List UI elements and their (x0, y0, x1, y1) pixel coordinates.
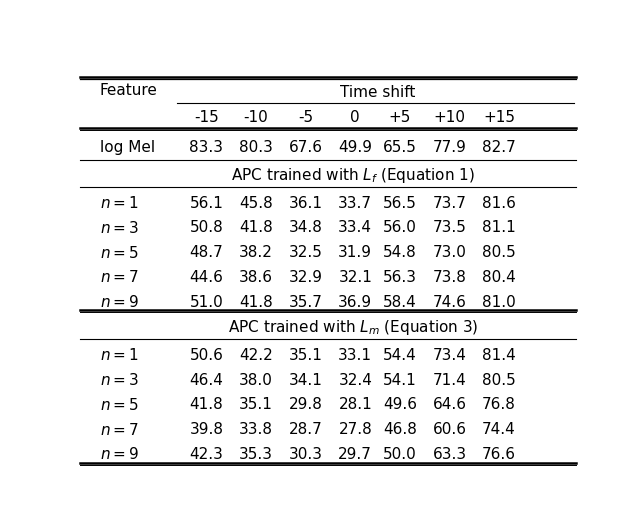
Text: 30.3: 30.3 (289, 447, 323, 462)
Text: 28.7: 28.7 (289, 422, 323, 437)
Text: 58.4: 58.4 (383, 295, 417, 309)
Text: log Mel: log Mel (100, 140, 155, 155)
Text: 60.6: 60.6 (433, 422, 467, 437)
Text: 31.9: 31.9 (339, 245, 372, 260)
Text: 29.8: 29.8 (289, 397, 323, 412)
Text: 49.9: 49.9 (339, 140, 372, 155)
Text: 46.8: 46.8 (383, 422, 417, 437)
Text: 54.1: 54.1 (383, 373, 417, 388)
Text: 50.0: 50.0 (383, 447, 417, 462)
Text: 48.7: 48.7 (189, 245, 223, 260)
Text: APC trained with $L_m$ (Equation 3): APC trained with $L_m$ (Equation 3) (228, 318, 478, 337)
Text: 36.9: 36.9 (338, 295, 372, 309)
Text: 77.9: 77.9 (433, 140, 467, 155)
Text: $n = 9$: $n = 9$ (100, 294, 139, 310)
Text: 38.0: 38.0 (239, 373, 273, 388)
Text: Feature: Feature (100, 83, 157, 99)
Text: 35.7: 35.7 (289, 295, 323, 309)
Text: 73.5: 73.5 (433, 220, 467, 235)
Text: $n = 5$: $n = 5$ (100, 244, 138, 261)
Text: 35.1: 35.1 (289, 348, 323, 363)
Text: 41.8: 41.8 (239, 220, 273, 235)
Text: 83.3: 83.3 (189, 140, 223, 155)
Text: 74.6: 74.6 (433, 295, 467, 309)
Text: 41.8: 41.8 (239, 295, 273, 309)
Text: 28.1: 28.1 (339, 397, 372, 412)
Text: 82.7: 82.7 (483, 140, 516, 155)
Text: -5: -5 (298, 110, 313, 125)
Text: 34.8: 34.8 (289, 220, 323, 235)
Text: 33.4: 33.4 (339, 220, 372, 235)
Text: 27.8: 27.8 (339, 422, 372, 437)
Text: 64.6: 64.6 (433, 397, 467, 412)
Text: 81.1: 81.1 (483, 220, 516, 235)
Text: 39.8: 39.8 (189, 422, 223, 437)
Text: 76.6: 76.6 (482, 447, 516, 462)
Text: 54.8: 54.8 (383, 245, 417, 260)
Text: 51.0: 51.0 (189, 295, 223, 309)
Text: $n = 3$: $n = 3$ (100, 220, 139, 236)
Text: 56.0: 56.0 (383, 220, 417, 235)
Text: 0: 0 (351, 110, 360, 125)
Text: 49.6: 49.6 (383, 397, 417, 412)
Text: 74.4: 74.4 (483, 422, 516, 437)
Text: $n = 1$: $n = 1$ (100, 347, 138, 363)
Text: 56.3: 56.3 (383, 270, 417, 285)
Text: 41.8: 41.8 (189, 397, 223, 412)
Text: 35.3: 35.3 (239, 447, 273, 462)
Text: 81.6: 81.6 (482, 196, 516, 211)
Text: 32.1: 32.1 (339, 270, 372, 285)
Text: 56.5: 56.5 (383, 196, 417, 211)
Text: 73.0: 73.0 (433, 245, 467, 260)
Text: 73.4: 73.4 (433, 348, 467, 363)
Text: 32.5: 32.5 (289, 245, 323, 260)
Text: 38.6: 38.6 (239, 270, 273, 285)
Text: +5: +5 (388, 110, 411, 125)
Text: 33.1: 33.1 (339, 348, 372, 363)
Text: 38.2: 38.2 (239, 245, 273, 260)
Text: 42.2: 42.2 (239, 348, 273, 363)
Text: -10: -10 (244, 110, 268, 125)
Text: 42.3: 42.3 (189, 447, 223, 462)
Text: 80.5: 80.5 (483, 373, 516, 388)
Text: 33.7: 33.7 (339, 196, 372, 211)
Text: 65.5: 65.5 (383, 140, 417, 155)
Text: 54.4: 54.4 (383, 348, 417, 363)
Text: 32.9: 32.9 (289, 270, 323, 285)
Text: 73.7: 73.7 (433, 196, 467, 211)
Text: $n = 9$: $n = 9$ (100, 447, 139, 462)
Text: 44.6: 44.6 (189, 270, 223, 285)
Text: -15: -15 (194, 110, 219, 125)
Text: APC trained with $L_f$ (Equation 1): APC trained with $L_f$ (Equation 1) (231, 166, 475, 184)
Text: $n = 7$: $n = 7$ (100, 269, 139, 285)
Text: 67.6: 67.6 (289, 140, 323, 155)
Text: 76.8: 76.8 (482, 397, 516, 412)
Text: 45.8: 45.8 (239, 196, 273, 211)
Text: $n = 3$: $n = 3$ (100, 372, 139, 388)
Text: 56.1: 56.1 (189, 196, 223, 211)
Text: 50.6: 50.6 (189, 348, 223, 363)
Text: 80.4: 80.4 (483, 270, 516, 285)
Text: 63.3: 63.3 (433, 447, 467, 462)
Text: 80.3: 80.3 (239, 140, 273, 155)
Text: 34.1: 34.1 (289, 373, 323, 388)
Text: 73.8: 73.8 (433, 270, 467, 285)
Text: 81.4: 81.4 (483, 348, 516, 363)
Text: 46.4: 46.4 (189, 373, 223, 388)
Text: 35.1: 35.1 (239, 397, 273, 412)
Text: 33.8: 33.8 (239, 422, 273, 437)
Text: $n = 5$: $n = 5$ (100, 397, 138, 413)
Text: $n = 1$: $n = 1$ (100, 195, 138, 211)
Text: 50.8: 50.8 (189, 220, 223, 235)
Text: 71.4: 71.4 (433, 373, 467, 388)
Text: +15: +15 (483, 110, 515, 125)
Text: 29.7: 29.7 (339, 447, 372, 462)
Text: $n = 7$: $n = 7$ (100, 422, 139, 437)
Text: +10: +10 (433, 110, 465, 125)
Text: 80.5: 80.5 (483, 245, 516, 260)
Text: Time shift: Time shift (340, 85, 415, 100)
Text: 81.0: 81.0 (483, 295, 516, 309)
Text: 32.4: 32.4 (339, 373, 372, 388)
Text: 36.1: 36.1 (289, 196, 323, 211)
